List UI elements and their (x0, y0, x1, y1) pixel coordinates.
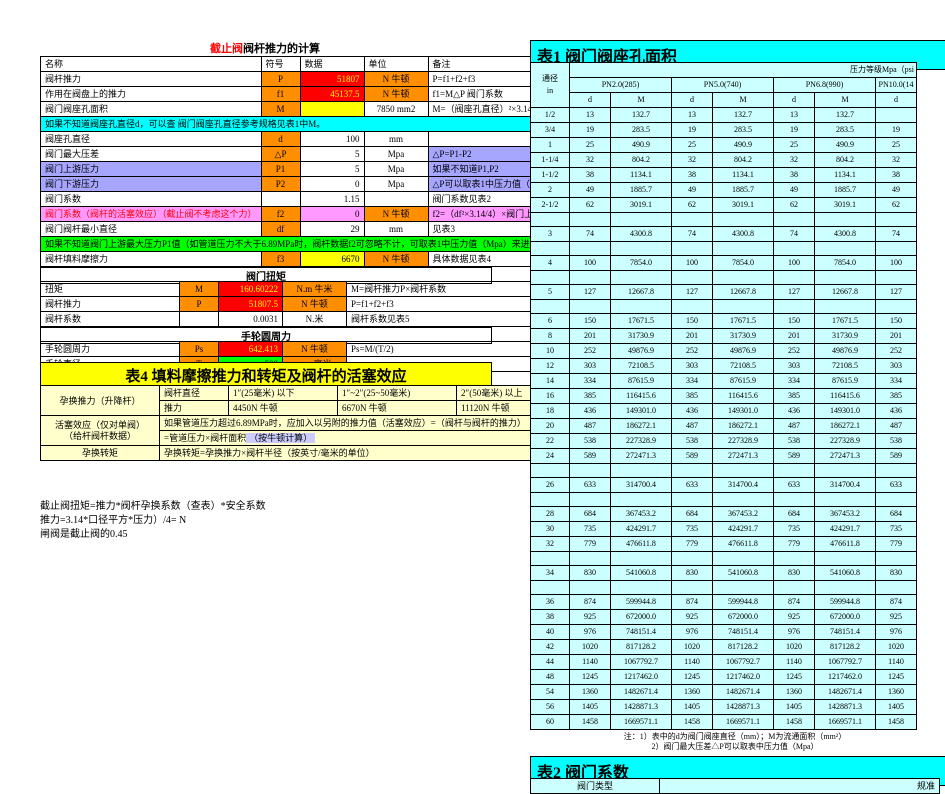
t4-r2a: 推力 (160, 401, 229, 416)
t4-r1c: 1″~2″(25~50毫米) (338, 386, 457, 401)
bottom-notes: 截止阀扭矩=推力*阀杆孕换系数（查表）*安全系数 推力=3.14*口径平方*压力… (40, 500, 490, 542)
t4-r5-text: 孕换转矩=孕换推力×阀杆半径（按英寸/毫米的单位） (160, 446, 536, 461)
table1-notes: 注：1）表中的d为阀门阀座直径（mm）；M为流通面积（mm²） 2）阀门最大压差… (530, 732, 940, 752)
t4-r1d: 2″(50毫米) 以上 (457, 386, 536, 401)
t2-right: 规准 (660, 779, 940, 794)
calc-title-red: 截止阀 (210, 43, 243, 55)
t4-r2b: 4450N 牛顿 (229, 401, 338, 416)
t4-r1a: 阀杆直径 (160, 386, 229, 401)
t4-r3-text: 如果管道压力超过6.89MPa时，应加入以另附的推力值（活塞效应）=（阀杆与阀杆… (160, 416, 536, 431)
t4-r4: =管道压力×阀杆面积（按牛顿计算） (160, 431, 536, 446)
t4-r5-label: 孕换转矩 (41, 446, 160, 461)
t4-r1b: 1″(25毫米) 以下 (229, 386, 338, 401)
table2: 阀门类型 规准 (530, 778, 940, 794)
table4: 孕换推力（升降杆） 阀杆直径 1″(25毫米) 以下 1″~2″(25~50毫米… (40, 385, 536, 461)
calc-title-black: 阀杆推力的计算 (243, 43, 320, 55)
t2-left: 阀门类型 (531, 779, 660, 794)
t4-r3-label: 活塞效应（仅对单阀） （给杆阀杆数据） (41, 416, 160, 446)
torque-table: 扭矩M160.60222N.m 牛米M=阀杆推力P×阀杆系数阀杆推力P51807… (40, 281, 536, 327)
t4-r1-label: 孕换推力（升降杆） (41, 386, 160, 416)
table1: 通径in压力等级Mpa（psiPN2.0(285)PN5.0(740)PN6.8… (530, 62, 917, 730)
t4-r2d: 11120N 牛顿 (457, 401, 536, 416)
t4-r2c: 6670N 牛顿 (338, 401, 457, 416)
